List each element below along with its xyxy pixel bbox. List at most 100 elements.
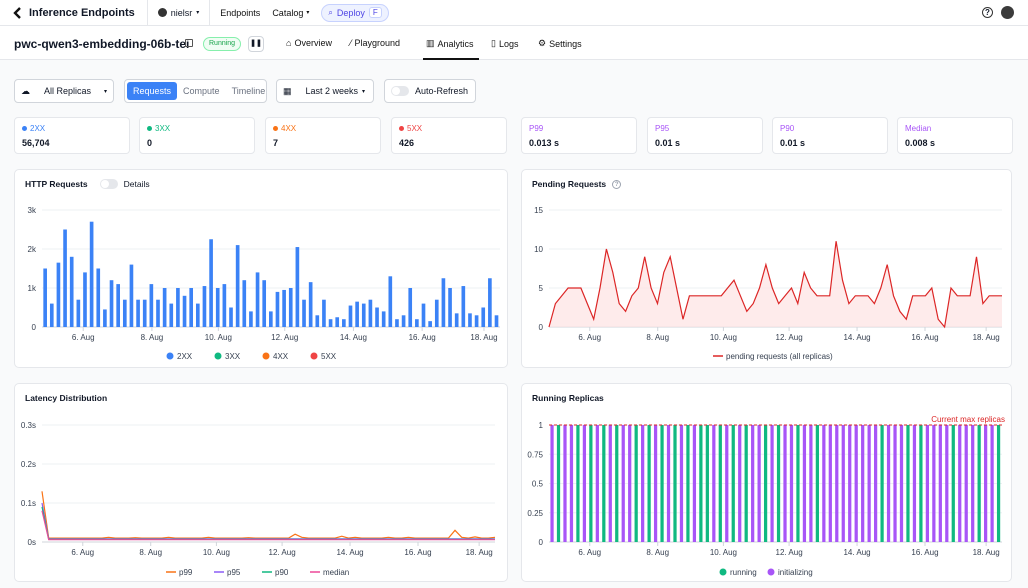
bar [731,425,735,542]
legend-swatch [166,352,174,360]
tab-settings[interactable]: ⚙ Settings [538,38,582,49]
bar [615,425,619,542]
auto-refresh-toggle[interactable]: Auto-Refresh [384,79,476,103]
legend-label: p95 [227,568,241,577]
user-name: nielsr [170,7,193,18]
view-requests[interactable]: Requests [127,82,178,100]
bar [608,425,612,542]
bar [282,289,286,327]
deploy-button[interactable]: ⌕ Deploy F [321,3,389,22]
y-tick-label: 0.2s [21,460,36,469]
bar [828,425,832,542]
bar [705,425,709,542]
brand-name: Inference Endpoints [29,6,135,19]
help-icon[interactable]: ? [612,179,622,189]
stat-label: P95 [655,124,670,133]
bar [660,425,664,542]
wand-icon: ⁄ [350,38,352,48]
bar [873,425,878,542]
legend-label: 4XX [273,352,289,361]
help-icon[interactable]: ? [982,7,993,18]
panel-title: Running Replicas [532,393,604,403]
bar [938,425,942,542]
details-label: Details [123,179,150,189]
panel-title: HTTP Requests [25,179,88,189]
toggle-switch[interactable] [391,86,409,96]
replica-select[interactable]: ☁ All Replicas ▾ [14,79,114,103]
bar [322,299,326,327]
x-tick-label: 18. Aug [470,333,497,342]
bar [725,425,729,542]
bar [770,425,774,542]
y-tick-label: 2k [28,245,37,254]
stat-value: 0 [147,138,153,148]
bar [835,425,839,542]
user-avatar[interactable] [1001,6,1014,19]
http-requests-panel: HTTP Requests Details 0 1k 2k 3k 6. Aug 8. Au… [14,169,508,368]
bar [269,311,273,327]
stat-label: 4XX [273,124,373,133]
bar [945,425,949,542]
y-tick-label: 0.3s [21,421,36,430]
stat-card-4xx: 4XX 7 [265,117,381,154]
bar [215,288,220,327]
y-tick-label: 1 [539,421,544,430]
bar [990,425,994,542]
bar [189,288,194,327]
deploy-shortcut: F [368,7,382,18]
view-timeline[interactable]: Timeline [231,86,266,96]
range-select[interactable]: ▦ Last 2 weeks ▾ [276,79,374,103]
y-tick-label: 0 [539,323,544,332]
bar [666,425,671,542]
view-compute[interactable]: Compute [183,86,220,96]
bar [848,425,852,542]
copy-icon[interactable] [185,39,193,47]
bar [789,425,794,542]
cloud-icon: ☁ [21,85,30,96]
y-tick-label: 5 [539,284,544,293]
tab-logs[interactable]: ▯ Logs [491,38,519,49]
stat-value: 0.013 s [529,138,560,148]
pause-button[interactable]: ❚❚ [248,36,264,52]
bar [488,278,492,327]
nav-endpoints[interactable]: Endpoints [220,7,261,18]
tab-overview[interactable]: ⌂ Overview [286,38,332,48]
tab-analytics[interactable]: ▥ Analytics [426,38,474,49]
stat-card-median: Median 0.008 s [897,117,1013,154]
bar [375,307,379,327]
brand[interactable]: Inference Endpoints [12,7,135,19]
file-icon: ▯ [491,38,496,48]
status-dot [147,126,152,131]
bar [348,305,353,327]
bar [481,307,486,327]
bar [550,425,554,542]
stat-card-2xx: 2XX 56,704 [14,117,130,154]
bar [815,425,819,542]
area-fill [549,241,1002,327]
legend-swatch [214,352,222,360]
legend-label: median [323,568,349,577]
bar [229,307,233,327]
bar [182,295,187,327]
endpoint-header: pwc-qwen3-embedding-06b-tei Running ❚❚ ⌂… [0,26,1028,60]
legend-label: 5XX [321,352,337,361]
nav-catalog[interactable]: Catalog ▾ [272,7,310,18]
y-tick-label: 0s [28,538,36,547]
bar [342,319,346,327]
bar [854,425,858,542]
tab-playground[interactable]: ⁄ Playground [350,38,401,48]
series-line [41,506,495,540]
details-toggle[interactable] [99,179,118,189]
bar [122,299,127,327]
chevron-down-icon: ▾ [306,10,310,16]
y-tick-label: 10 [534,245,543,254]
max-replicas-label: Current max replicas [931,415,1005,424]
x-tick-label: 10. Aug [203,548,230,557]
legend-label: 2XX [177,352,193,361]
user-switcher[interactable]: nielsr ▾ [157,7,199,18]
latency-panel: Latency Distribution 0s 0.1s 0.2s 0.3s 6. Au… [14,383,508,582]
bar [169,303,174,327]
bar [628,425,632,542]
bar [202,286,207,327]
